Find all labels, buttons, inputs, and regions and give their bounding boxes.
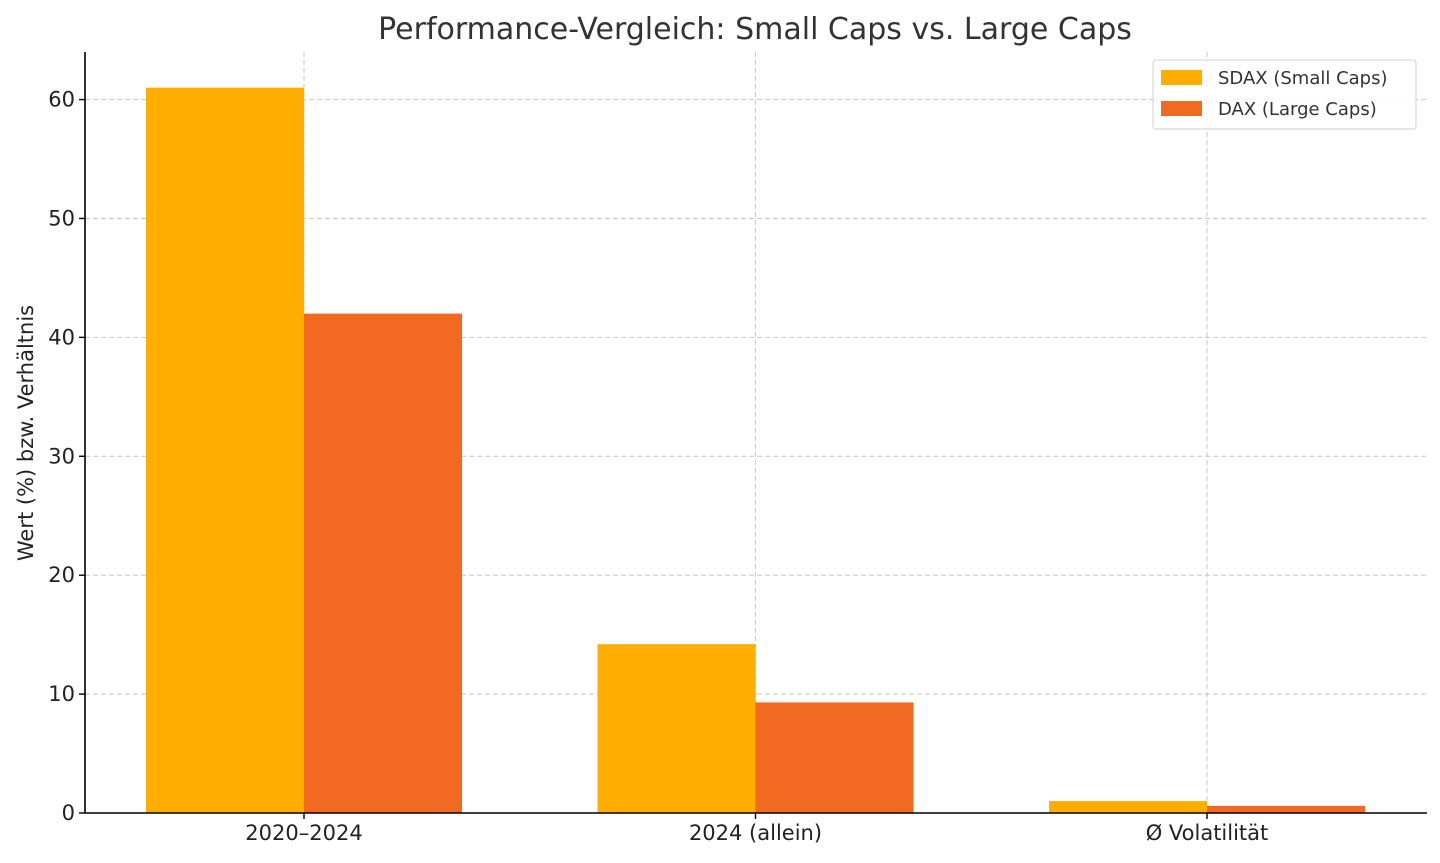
bar-dax-1 <box>755 702 914 813</box>
bars <box>146 87 1365 813</box>
bar-sdax-2 <box>1049 801 1207 813</box>
x-tick-label: 2024 (allein) <box>689 821 822 845</box>
y-axis-label: Wert (%) bzw. Verhältnis <box>14 305 38 561</box>
chart-title: Performance-Vergleich: Small Caps vs. La… <box>378 12 1132 47</box>
legend: SDAX (Small Caps) DAX (Large Caps) <box>1152 59 1417 130</box>
y-tick-label: 20 <box>48 563 75 587</box>
x-tick-label: 2020–2024 <box>245 821 362 845</box>
legend-label-dax: DAX (Large Caps) <box>1218 99 1377 120</box>
y-tick-label: 0 <box>62 801 75 825</box>
y-tick-label: 60 <box>48 88 75 112</box>
y-tick-label: 30 <box>48 444 75 468</box>
legend-label-sdax: SDAX (Small Caps) <box>1218 68 1388 89</box>
y-tick-label: 40 <box>48 325 75 349</box>
legend-swatch-dax <box>1161 101 1202 116</box>
legend-box <box>1152 59 1417 130</box>
legend-swatch-sdax <box>1161 70 1202 85</box>
bar-sdax-0 <box>146 87 304 813</box>
bar-sdax-1 <box>597 644 756 813</box>
tick-labels: 0 10 20 30 40 50 60 2020–2024 2024 (allein) Ø Vol… <box>48 88 1268 845</box>
axes <box>79 52 1427 819</box>
bar-dax-2 <box>1207 805 1365 813</box>
y-tick-label: 10 <box>48 682 75 706</box>
bar-dax-0 <box>304 313 462 813</box>
y-tick-label: 50 <box>48 206 75 230</box>
x-tick-label: Ø Volatilität <box>1146 821 1269 845</box>
